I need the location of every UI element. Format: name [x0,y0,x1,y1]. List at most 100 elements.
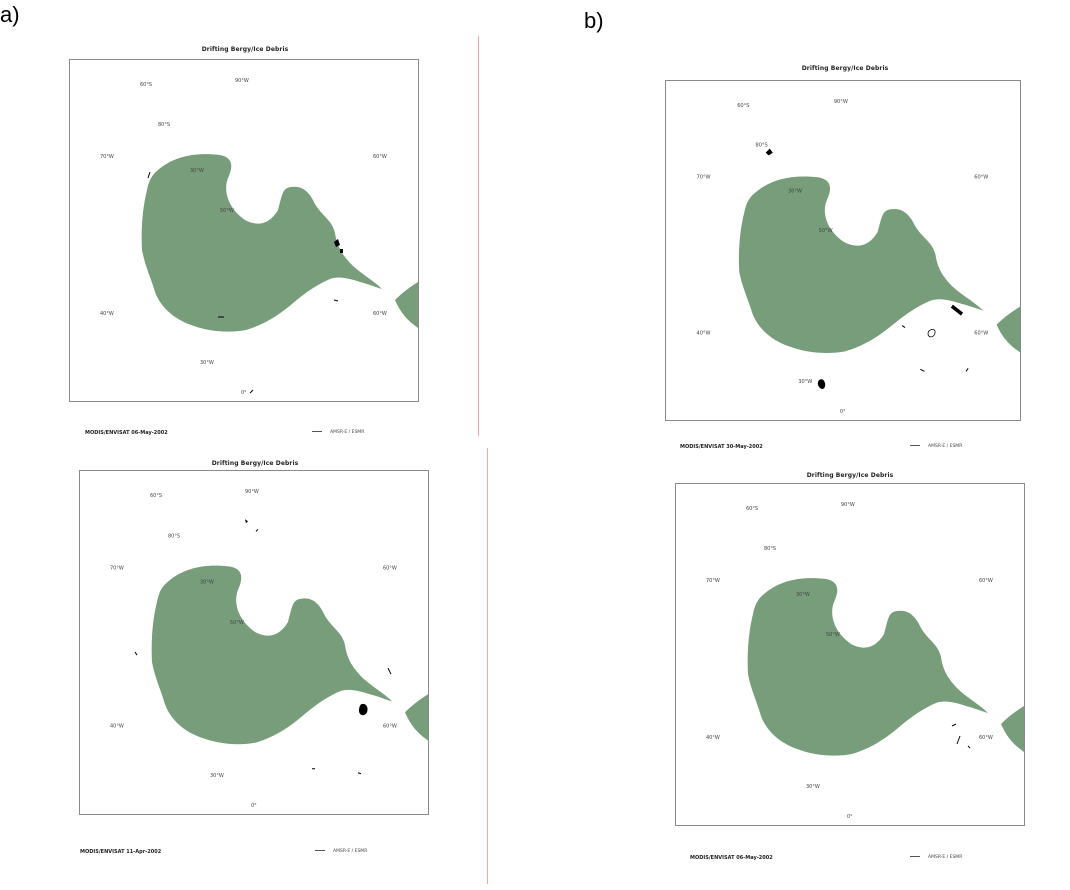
iceberg [765,148,773,156]
map-footer-legend: AMSR-E / ESMR [312,430,364,435]
icebergs [147,171,343,394]
graticule-label: 0° [251,803,257,809]
antarctica-landmass [747,578,988,756]
graticule-label: 90°W [834,99,848,105]
map-title: Drifting Bergy/Ice Debris [201,46,289,53]
legend-line [315,850,325,851]
iceberg [249,389,254,394]
map-title: Drifting Bergy/Ice Debris [211,460,299,467]
graticule-label: 60°W [974,174,988,180]
graticule-label: 60°S [140,82,152,88]
iceberg [340,249,343,253]
iceberg [255,528,259,532]
antarctica-landmass [738,176,984,354]
graticule-label: 40°W [100,311,114,317]
graticule-label: 70°W [110,566,124,572]
iceberg [950,304,964,316]
map-panel-bottom-left: Drifting Bergy/Ice Debris 60°S 90°W 80°S 70… [70,452,440,872]
antarctica-landmass [151,565,392,745]
graticule-label: 90°W [841,502,855,508]
map-canvas: 60°S 90°W 80°S 70°W 60°W 30°W 50°W 40°W 60°W 30°W… [100,78,418,396]
graticule-label: 30°W [796,592,810,598]
legend-label: AMSR-E / ESMR [330,430,365,435]
iceberg [920,368,925,372]
graticule-label: 60°W [974,331,988,337]
graticule-labels: 60°S 90°W 80°S 70°W 60°W 30°W 50°W 40°W 60°W 30°W… [110,489,397,809]
map-footer-legend: AMSR-E / ESMR [910,855,962,860]
graticule-label: 80°S [168,533,180,539]
graticule-label: 60°W [383,723,397,729]
graticule-label: 30°W [806,784,820,790]
graticule-label: 50°W [819,228,833,234]
icebergs [951,723,971,749]
landmass-corner [996,306,1020,353]
graticule-label: 0° [847,814,853,820]
graticule-label: 80°S [756,143,768,149]
legend-line [312,431,322,432]
map-frame[interactable]: 60°S 90°W 80°S 70°W 60°W 30°W 50°W 40°W 60°W 30°W… [69,59,419,402]
graticule-labels: 60°S 90°W 80°S 70°W 60°W 30°W 50°W 40°W 60°W 30°W… [706,502,993,820]
iceberg [387,667,392,675]
divider-bottom [487,448,488,884]
legend-label: AMSR-E / ESMR [333,849,368,854]
graticule-label: 30°W [210,773,224,779]
graticule-label: 40°W [110,723,124,729]
map-frame[interactable]: 60°S 90°W 80°S 70°W 60°W 30°W 50°W 40°W 60°W 30°W… [675,483,1025,826]
iceberg [927,329,936,338]
iceberg [901,325,906,328]
panel-label-a: a) [0,2,20,27]
graticule-label: 70°W [706,578,720,584]
legend-line [910,856,920,857]
graticule-label: 90°W [245,489,259,495]
map-footer-date: MODIS/ENVISAT 30-May-2002 [680,444,763,450]
map-canvas: 60°S 90°W 80°S 70°W 60°W 30°W 50°W 40°W 60°W 30°W… [110,489,428,809]
graticule-label: 60°W [373,311,387,317]
graticule-label: 60°S [746,506,758,512]
map-canvas: 60°S 90°W 80°S 70°W 60°W 30°W 50°W 40°W 60°W 30°W… [697,99,1020,415]
map-footer-legend: AMSR-E / ESMR [910,444,962,449]
graticule-label: 60°W [373,154,387,160]
graticule-label: 60°W [383,566,397,572]
graticule-label: 30°W [200,580,214,586]
icebergs [134,519,392,775]
graticule-label: 30°W [190,168,204,174]
icebergs [765,148,969,389]
map-frame[interactable]: 60°S 90°W 80°S 70°W 60°W 30°W 50°W 40°W 60°W 30°W… [79,470,429,815]
graticule-label: 60°W [979,735,993,741]
graticule-label: 90°W [235,78,249,84]
iceberg [147,171,151,179]
map-title: Drifting Bergy/Ice Debris [806,472,894,479]
panel-label-b: b) [584,8,604,33]
iceberg [951,723,957,727]
iceberg [334,239,340,247]
graticule-labels: 60°S 90°W 80°S 70°W 60°W 30°W 50°W 40°W 60°W 30°W… [100,78,387,396]
iceberg [134,651,138,656]
map-frame[interactable]: 60°S 90°W 80°S 70°W 60°W 30°W 50°W 40°W 60°W 30°W… [665,80,1021,421]
graticule-label: 70°W [100,154,114,160]
map-panel-top-left: Drifting Bergy/Ice Debris 60°S 90°W 80°S 70… [60,44,430,444]
map-canvas: 60°S 90°W 80°S 70°W 60°W 30°W 50°W 40°W 60°W 30°W… [706,502,1024,820]
graticule-label: 30°W [788,188,802,194]
graticule-label: 0° [840,409,846,415]
landmass-corner [1001,706,1024,752]
graticule-label: 50°W [230,620,244,626]
graticule-label: 60°S [150,493,162,499]
legend-line [910,445,920,446]
divider-top [478,36,479,436]
map-panel-bottom-right: Drifting Bergy/Ice Debris 60°S 90°W 80°S 70… [665,462,1035,882]
antarctica-landmass [141,154,382,332]
graticule-label: 0° [241,390,247,396]
legend-label: AMSR-E / ESMR [928,444,963,449]
graticule-label: 80°S [158,122,170,128]
graticule-label: 60°S [737,103,749,109]
iceberg [359,703,368,716]
graticule-label: 30°W [798,379,812,385]
graticule-label: 60°W [979,578,993,584]
graticule-label: 50°W [826,632,840,638]
map-footer-date: MODIS/ENVISAT 06-May-2002 [690,855,773,861]
graticule-label: 70°W [697,174,711,180]
iceberg [967,745,971,749]
graticule-label: 40°W [706,735,720,741]
map-footer-date: MODIS/ENVISAT 11-Apr-2002 [80,849,162,855]
graticule-label: 40°W [697,331,711,337]
